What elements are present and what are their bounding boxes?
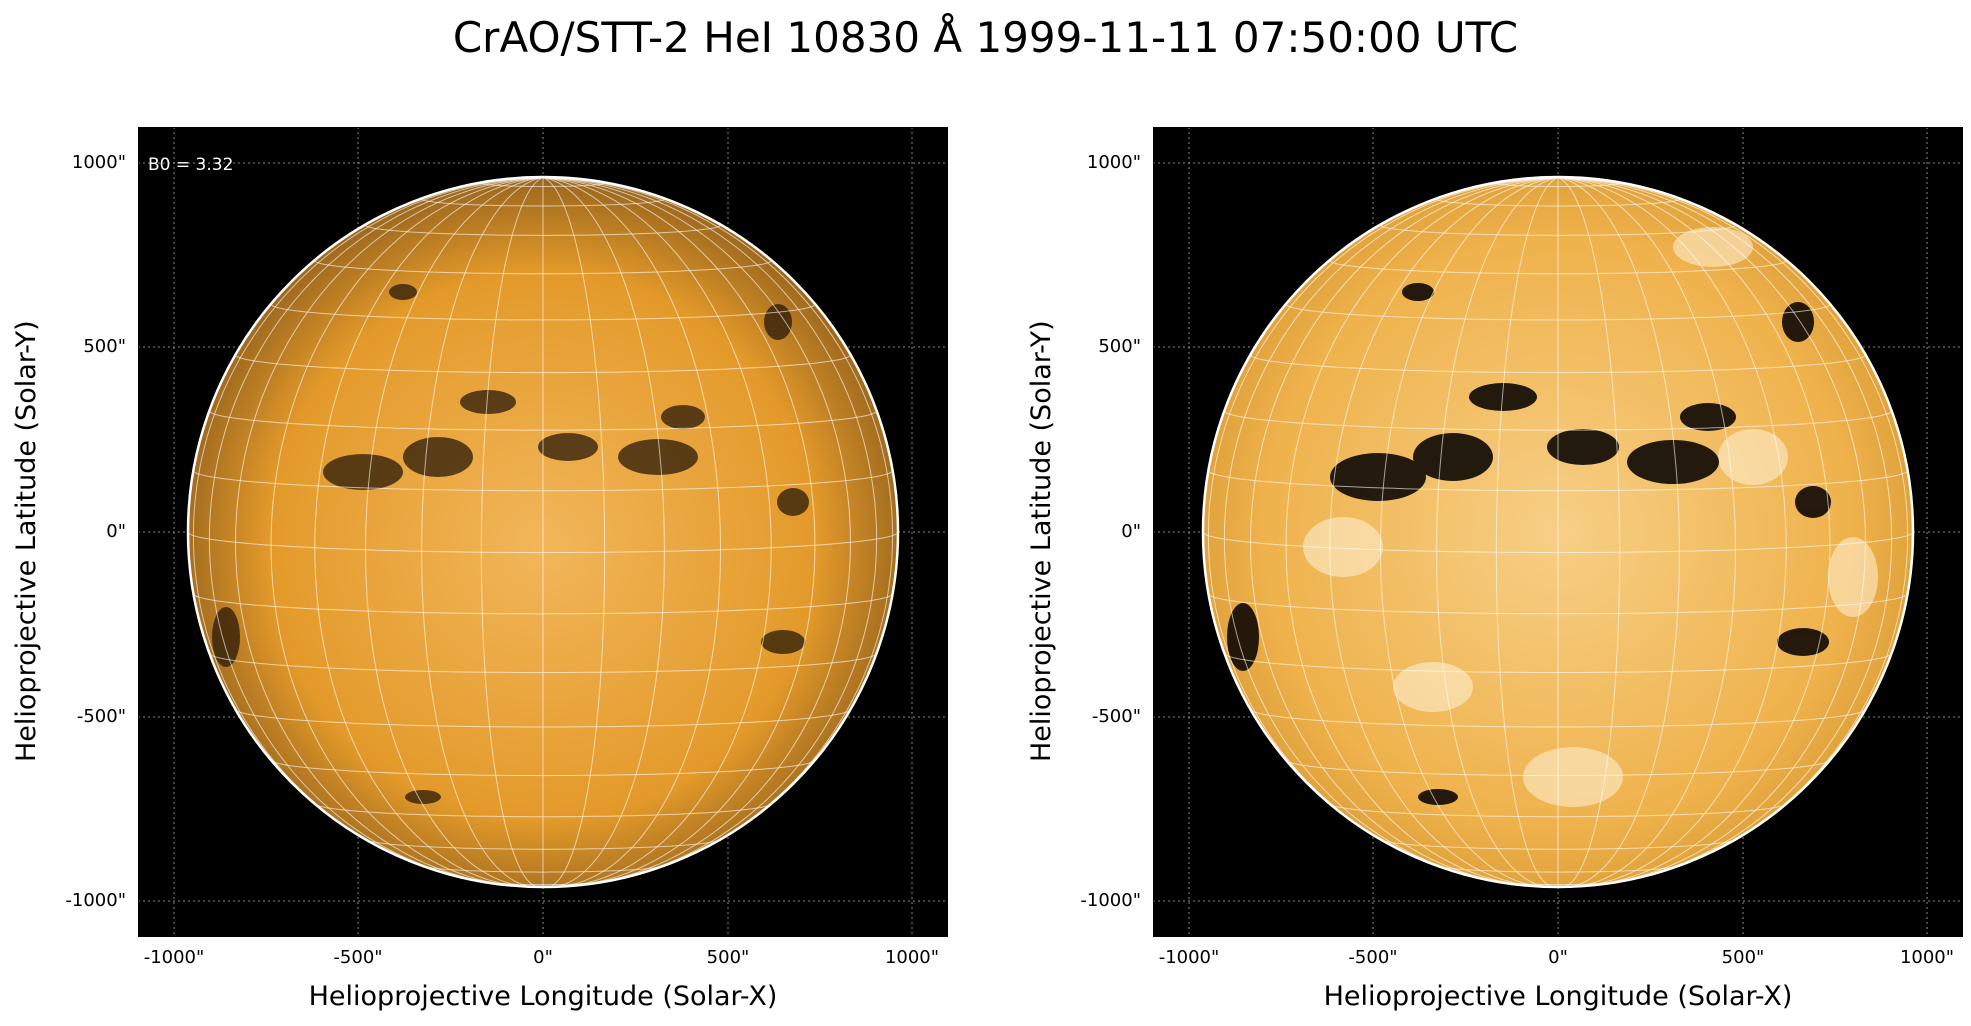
grid-line — [1557, 177, 1680, 887]
x-tick-label: -500" — [1348, 947, 1398, 968]
grid-line — [1495, 177, 1559, 887]
dark-filaments — [1227, 283, 1831, 805]
axes-frame — [138, 127, 948, 937]
solar-disk-image-left — [138, 127, 948, 937]
x-tick-label: -1000" — [1158, 947, 1220, 968]
y-tick-label: -1000" — [65, 890, 126, 911]
grid-line — [1285, 177, 1559, 887]
y-tick-label: 500" — [83, 336, 126, 357]
grid-line — [208, 177, 544, 883]
grid-line — [192, 177, 544, 867]
grid-line — [542, 177, 851, 885]
grid-line — [542, 177, 722, 887]
solar-limb — [186, 175, 900, 889]
grid-line — [542, 177, 894, 867]
heliographic-grid — [1203, 177, 1913, 887]
x-tick-label: 1000" — [884, 947, 940, 968]
grid-line — [1223, 177, 1559, 883]
grid-line — [542, 177, 606, 887]
solar-limb — [1201, 175, 1915, 889]
grid-line — [1557, 177, 1787, 887]
grid-line — [1557, 177, 1831, 887]
grid-line — [542, 177, 772, 887]
axes-frame — [1153, 127, 1963, 937]
y-tick-label: 0" — [1121, 521, 1141, 542]
x-tick-label: 1000" — [1899, 947, 1955, 968]
y-tick-label: 1000" — [1086, 152, 1141, 173]
y-tick-label: -500" — [1091, 706, 1141, 727]
grid-line — [480, 177, 544, 887]
bright-plage — [1303, 227, 1878, 807]
x-axis-label: Helioprojective Longitude (Solar-X) — [1323, 981, 1793, 1012]
x-tick-label: 500" — [1721, 947, 1765, 968]
grid-line — [1557, 177, 1621, 887]
grid-line — [1557, 177, 1893, 883]
grid-line — [542, 177, 816, 887]
y-axis-label: Helioprojective Latitude (Solar-Y) — [11, 320, 42, 762]
y-tick-label: -500" — [76, 706, 126, 727]
x-tick-label: -500" — [333, 947, 383, 968]
x-tick-label: 0" — [1548, 947, 1568, 968]
grid-line — [1436, 177, 1559, 887]
y-axis-label: Helioprojective Latitude (Solar-Y) — [1026, 320, 1057, 762]
grid-line — [1557, 177, 1866, 885]
grid-line — [235, 177, 544, 885]
y-tick-label: 500" — [1098, 336, 1141, 357]
y-tick-label: 1000" — [71, 152, 126, 173]
grid-line — [1379, 177, 1559, 887]
grid-line — [1250, 177, 1559, 885]
grid-line — [1557, 177, 1737, 887]
grid-line — [542, 177, 878, 883]
grid-line — [421, 177, 544, 887]
x-tick-label: -1000" — [143, 947, 205, 968]
grid-line — [314, 177, 544, 887]
grid-line — [1207, 177, 1559, 867]
grid-line — [364, 177, 544, 887]
grid-line — [1329, 177, 1559, 887]
figure-title: CrAO/STT-2 HeI 10830 Å 1999-11-11 07:50:… — [452, 13, 1519, 62]
y-tick-label: 0" — [106, 521, 126, 542]
grid-line — [542, 177, 665, 887]
solar-disk-image-right — [1153, 127, 1963, 937]
grid-line — [270, 177, 544, 887]
y-tick-label: -1000" — [1080, 890, 1141, 911]
solar-image-panel-right — [1153, 127, 1963, 937]
solar-image-panel-left: B0 = 3.32 — [138, 127, 948, 937]
x-tick-label: 0" — [533, 947, 553, 968]
x-tick-label: 500" — [706, 947, 750, 968]
b0-annotation: B0 = 3.32 — [148, 155, 234, 175]
x-axis-label: Helioprojective Longitude (Solar-X) — [308, 981, 778, 1012]
grid-line — [1557, 177, 1909, 867]
